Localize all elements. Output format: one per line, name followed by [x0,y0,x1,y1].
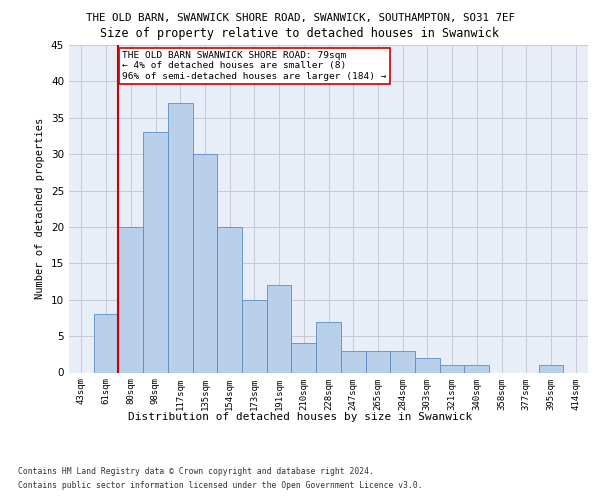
Bar [217,227,242,372]
Y-axis label: Number of detached properties: Number of detached properties [35,118,46,300]
Bar [316,322,341,372]
Bar [292,344,316,372]
Bar [390,350,415,372]
Bar [415,358,440,372]
Bar [118,227,143,372]
Text: Contains public sector information licensed under the Open Government Licence v3: Contains public sector information licen… [18,481,422,490]
Bar [267,285,292,372]
Bar [168,103,193,372]
Text: Distribution of detached houses by size in Swanwick: Distribution of detached houses by size … [128,412,472,422]
Bar [193,154,217,372]
Text: THE OLD BARN SWANWICK SHORE ROAD: 79sqm
← 4% of detached houses are smaller (8)
: THE OLD BARN SWANWICK SHORE ROAD: 79sqm … [122,51,386,80]
Bar [440,365,464,372]
Bar [242,300,267,372]
Text: THE OLD BARN, SWANWICK SHORE ROAD, SWANWICK, SOUTHAMPTON, SO31 7EF: THE OLD BARN, SWANWICK SHORE ROAD, SWANW… [86,12,515,22]
Bar [143,132,168,372]
Bar [341,350,365,372]
Bar [94,314,118,372]
Bar [365,350,390,372]
Text: Contains HM Land Registry data © Crown copyright and database right 2024.: Contains HM Land Registry data © Crown c… [18,468,374,476]
Bar [539,365,563,372]
Bar [464,365,489,372]
Text: Size of property relative to detached houses in Swanwick: Size of property relative to detached ho… [101,28,499,40]
